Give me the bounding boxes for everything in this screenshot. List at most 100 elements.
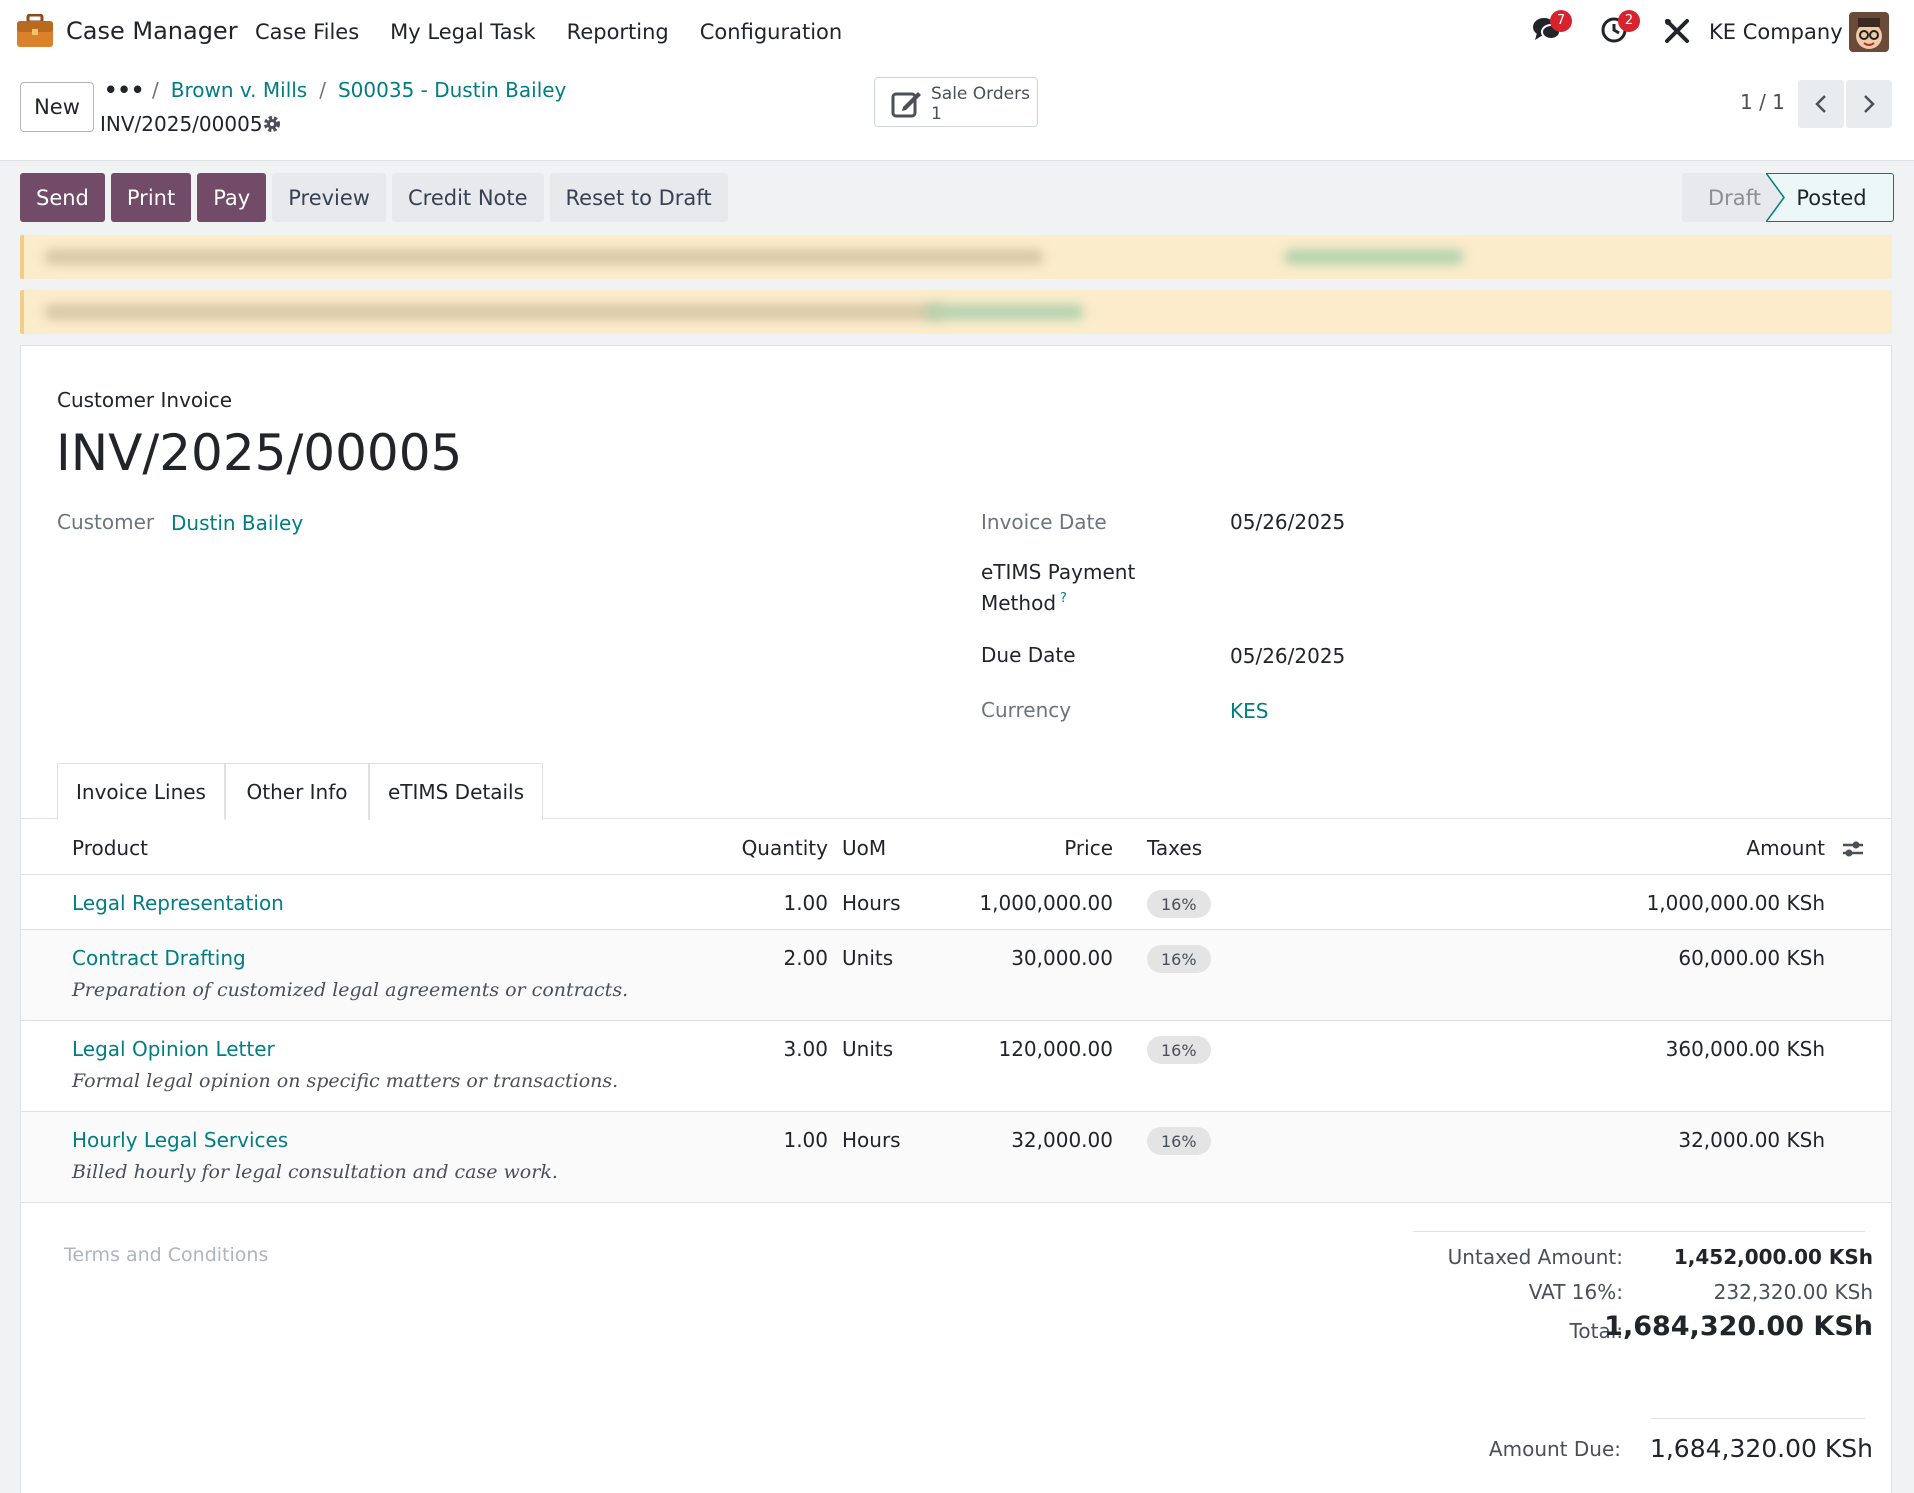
messages-button[interactable]: 7 (1532, 10, 1572, 49)
line-quantity[interactable]: 1.00 (783, 1128, 828, 1152)
pager-value[interactable]: 1 / 1 (1740, 90, 1785, 114)
help-tooltip-icon[interactable]: ? (1060, 591, 1067, 607)
line-product[interactable]: Legal Representation (72, 891, 284, 915)
line-uom[interactable]: Hours (842, 1128, 901, 1152)
blurred-text (44, 249, 1044, 265)
line-quantity[interactable]: 3.00 (783, 1037, 828, 1061)
pager-next-button[interactable] (1846, 80, 1892, 128)
tab-etims-details[interactable]: eTIMS Details (369, 763, 543, 820)
menu-configuration[interactable]: Configuration (699, 20, 843, 44)
send-button[interactable]: Send (20, 173, 105, 222)
customer-label: Customer (57, 510, 155, 534)
col-product[interactable]: Product (72, 836, 148, 860)
line-description[interactable]: Preparation of customized legal agreemen… (72, 979, 629, 1001)
line-amount: 32,000.00 KSh (1678, 1128, 1825, 1152)
currency-field[interactable]: KES (1230, 699, 1269, 723)
print-button[interactable]: Print (110, 173, 192, 222)
total-label: Total: (1569, 1319, 1623, 1343)
due-date-field[interactable]: 05/26/2025 (1230, 644, 1346, 668)
control-panel: New ••• / Brown v. Mills / S00035 - Dustin … (0, 64, 1914, 161)
line-price[interactable]: 30,000.00 (1011, 946, 1113, 970)
line-price[interactable]: 1,000,000.00 (979, 891, 1113, 915)
vat-label: VAT 16%: (1528, 1280, 1623, 1304)
menu-reporting[interactable]: Reporting (566, 20, 669, 44)
payment-method-label-cont: Method (981, 591, 1057, 615)
col-amount[interactable]: Amount (1746, 836, 1825, 860)
invoice-lines-header: Product Quantity UoM Price Taxes Amount (21, 819, 1891, 875)
reset-to-draft-button[interactable]: Reset to Draft (549, 173, 728, 222)
invoice-date-label: Invoice Date (981, 510, 1107, 534)
credit-note-button[interactable]: Credit Note (391, 173, 544, 222)
warning-alert (20, 235, 1892, 279)
due-date-label: Due Date (981, 643, 1076, 667)
line-uom[interactable]: Hours (842, 891, 901, 915)
chat-bubbles-icon (1533, 18, 1561, 40)
table-row[interactable]: Contract Drafting Preparation of customi… (21, 930, 1891, 1021)
company-switcher[interactable]: KE Company (1709, 20, 1843, 44)
line-price[interactable]: 120,000.00 (998, 1037, 1113, 1061)
smart-button-label: Sale Orders (931, 84, 1030, 104)
activities-button[interactable]: 2 (1600, 10, 1640, 49)
breadcrumb-case[interactable]: Brown v. Mills (170, 78, 308, 102)
status-arrow (1766, 173, 1792, 222)
menu-case-files[interactable]: Case Files (255, 20, 360, 44)
app-name[interactable]: Case Manager (66, 17, 238, 45)
line-product[interactable]: Contract Drafting (72, 946, 246, 970)
smart-button-count: 1 (931, 104, 942, 124)
blurred-link (924, 304, 1084, 320)
breadcrumb-separator: / (152, 78, 159, 102)
warning-alert (20, 290, 1892, 334)
briefcase-icon[interactable] (16, 14, 54, 48)
line-quantity[interactable]: 2.00 (783, 946, 828, 970)
totals-divider (1413, 1231, 1865, 1232)
pager-previous-button[interactable] (1798, 80, 1844, 128)
table-row[interactable]: Hourly Legal Services Billed hourly for … (21, 1112, 1891, 1203)
line-tax-badge[interactable]: 16% (1147, 945, 1211, 973)
line-amount: 360,000.00 KSh (1665, 1037, 1825, 1061)
line-uom[interactable]: Units (842, 1037, 894, 1061)
breadcrumb: / Brown v. Mills / S00035 - Dustin Bailey (140, 78, 566, 102)
new-button[interactable]: New (20, 82, 94, 132)
line-amount: 60,000.00 KSh (1678, 946, 1825, 970)
customer-field[interactable]: Dustin Bailey (171, 511, 304, 535)
col-taxes[interactable]: Taxes (1147, 836, 1203, 860)
tools-icon[interactable] (1664, 18, 1690, 44)
notebook-tabs: Invoice Lines Other Info eTIMS Details (21, 763, 1891, 820)
line-product[interactable]: Legal Opinion Letter (72, 1037, 275, 1061)
table-row[interactable]: Legal Opinion Letter Formal legal opinio… (21, 1021, 1891, 1112)
untaxed-label: Untaxed Amount: (1447, 1245, 1623, 1269)
line-tax-badge[interactable]: 16% (1147, 1036, 1211, 1064)
record-name: INV/2025/00005 (100, 112, 263, 136)
untaxed-amount: 1,452,000.00 KSh (1673, 1245, 1873, 1269)
sale-orders-smart-button[interactable]: Sale Orders 1 (874, 77, 1038, 127)
line-description[interactable]: Formal legal opinion on specific matters… (72, 1070, 619, 1092)
tab-other-info[interactable]: Other Info (225, 763, 369, 820)
line-uom[interactable]: Units (842, 946, 894, 970)
column-settings-icon[interactable] (1841, 839, 1865, 859)
invoice-date-field[interactable]: 05/26/2025 (1230, 510, 1346, 534)
line-tax-badge[interactable]: 16% (1147, 890, 1211, 918)
col-quantity[interactable]: Quantity (741, 836, 828, 860)
breadcrumb-more-icon[interactable]: ••• (104, 78, 145, 102)
pay-button[interactable]: Pay (197, 173, 267, 222)
line-description[interactable]: Billed hourly for legal consultation and… (72, 1161, 558, 1183)
edit-document-icon (891, 92, 921, 118)
breadcrumb-sale-order[interactable]: S00035 - Dustin Bailey (337, 78, 567, 102)
avatar-icon (1849, 12, 1889, 52)
status-draft[interactable]: Draft (1682, 173, 1770, 222)
line-tax-badge[interactable]: 16% (1147, 1127, 1211, 1155)
user-avatar[interactable] (1849, 12, 1889, 52)
col-price[interactable]: Price (1064, 836, 1113, 860)
terms-and-conditions-field[interactable]: Terms and Conditions (64, 1244, 269, 1266)
blurred-text (44, 304, 944, 320)
menu-my-legal-task[interactable]: My Legal Task (390, 20, 536, 44)
col-uom[interactable]: UoM (842, 836, 887, 860)
preview-button[interactable]: Preview (272, 173, 386, 222)
gear-icon[interactable] (262, 114, 282, 134)
table-row[interactable]: Legal Representation 1.00 Hours 1,000,00… (21, 875, 1891, 930)
line-price[interactable]: 32,000.00 (1011, 1128, 1113, 1152)
currency-label: Currency (981, 698, 1072, 722)
line-quantity[interactable]: 1.00 (783, 891, 828, 915)
tab-invoice-lines[interactable]: Invoice Lines (57, 763, 225, 820)
line-product[interactable]: Hourly Legal Services (72, 1128, 289, 1152)
